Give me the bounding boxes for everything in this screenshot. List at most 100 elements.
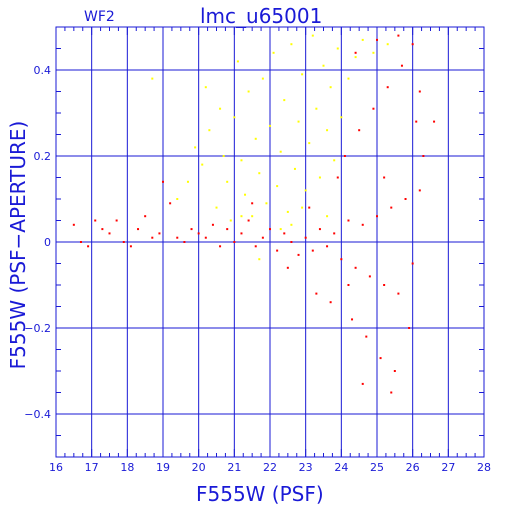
- red-data-point: [72, 223, 75, 226]
- red-data-point: [286, 266, 289, 269]
- yellow-data-point: [261, 77, 264, 80]
- yellow-data-point: [279, 228, 282, 231]
- red-data-point: [318, 228, 321, 231]
- yellow-data-point: [219, 107, 222, 110]
- red-data-point: [190, 228, 193, 231]
- red-data-point: [283, 232, 286, 235]
- yellow-data-point: [233, 116, 236, 119]
- red-data-point: [422, 155, 425, 157]
- yellow-data-point: [322, 64, 325, 67]
- yellow-data-point: [226, 180, 229, 183]
- red-data-point: [129, 245, 132, 248]
- x-tick-label: 20: [192, 461, 206, 474]
- data-points: [72, 34, 436, 394]
- yellow-data-point: [176, 198, 179, 200]
- yellow-data-point: [254, 137, 257, 140]
- red-data-point: [315, 292, 318, 295]
- yellow-data-point: [386, 43, 389, 46]
- red-data-point: [240, 232, 243, 235]
- red-data-point: [94, 219, 97, 222]
- x-tick-label: 19: [156, 461, 170, 474]
- x-tick-label: 24: [334, 461, 348, 474]
- x-tick-label: 21: [227, 461, 241, 474]
- yellow-data-point: [240, 159, 243, 162]
- chart-title: lmc_u65001: [200, 4, 323, 28]
- red-data-point: [297, 253, 300, 256]
- red-data-point: [87, 245, 90, 248]
- red-data-point: [261, 236, 264, 239]
- yellow-data-point: [354, 56, 357, 59]
- yellow-data-point: [286, 210, 289, 213]
- red-data-point: [383, 176, 386, 179]
- red-data-point: [176, 236, 179, 239]
- yellow-data-point: [272, 51, 275, 54]
- red-data-point: [269, 228, 271, 231]
- red-data-point: [251, 202, 254, 205]
- red-data-point: [354, 51, 357, 54]
- x-tick-labels: 16 17 18 19 20 21 22 23 24 25 26 27 28: [49, 461, 491, 474]
- x-axis-label: F555W (PSF): [196, 482, 324, 506]
- red-data-point: [400, 64, 403, 67]
- red-data-point: [358, 129, 361, 132]
- red-data-point: [304, 236, 307, 239]
- yellow-data-point: [304, 189, 307, 192]
- red-data-point: [308, 206, 311, 209]
- plot-frame: [55, 26, 485, 458]
- yellow-data-point: [258, 258, 261, 261]
- x-tick-label: 17: [85, 461, 99, 474]
- red-data-point: [197, 232, 200, 235]
- red-data-point: [383, 284, 386, 286]
- red-data-point: [418, 90, 421, 93]
- red-data-point: [397, 292, 400, 295]
- yellow-data-point: [186, 180, 189, 183]
- red-data-point: [354, 266, 357, 269]
- red-data-point: [336, 176, 339, 179]
- yellow-data-point: [279, 150, 282, 153]
- red-data-point: [101, 228, 104, 231]
- red-data-point: [276, 249, 279, 252]
- x-tick-label: 16: [49, 461, 63, 474]
- red-data-point: [415, 120, 418, 123]
- yellow-data-point: [276, 185, 279, 188]
- y-axis-label: F555W (PSF−APERTURE): [6, 120, 30, 370]
- red-data-point: [404, 198, 407, 200]
- red-data-point: [144, 215, 147, 218]
- red-data-point: [393, 370, 396, 372]
- red-data-point: [433, 120, 436, 123]
- yellow-data-point: [236, 60, 239, 63]
- yellow-data-point: [340, 116, 343, 119]
- yellow-data-point: [208, 129, 211, 132]
- x-tick-label: 27: [441, 461, 455, 474]
- y-tick-label: −0.2: [24, 322, 51, 335]
- red-data-point: [122, 241, 125, 243]
- yellow-data-point: [318, 176, 321, 179]
- red-data-point: [204, 236, 207, 239]
- yellow-data-point: [201, 163, 204, 166]
- yellow-data-point: [244, 193, 247, 196]
- yellow-data-point: [311, 34, 314, 37]
- chart-subtitle: WF2: [84, 9, 115, 25]
- yellow-data-point: [347, 77, 350, 80]
- red-data-point: [169, 202, 172, 205]
- red-data-point: [333, 232, 336, 235]
- x-tick-label: 18: [120, 461, 134, 474]
- red-data-point: [162, 180, 164, 183]
- yellow-data-point: [372, 51, 375, 54]
- red-data-point: [290, 241, 293, 243]
- red-data-point: [347, 219, 350, 222]
- red-data-point: [343, 155, 346, 157]
- red-data-point: [411, 262, 414, 265]
- yellow-data-point: [215, 206, 218, 209]
- yellow-data-point: [290, 223, 293, 226]
- yellow-data-point: [269, 124, 271, 127]
- red-data-point: [226, 228, 229, 231]
- yellow-data-point: [204, 86, 207, 89]
- x-tick-label: 25: [370, 461, 384, 474]
- red-data-point: [397, 34, 400, 37]
- yellow-data-point: [361, 38, 364, 41]
- red-data-point: [108, 232, 111, 235]
- red-data-point: [368, 275, 371, 278]
- yellow-data-point: [283, 99, 286, 102]
- y-tick-label: 0.2: [34, 150, 52, 163]
- y-tick-label: 0.4: [34, 64, 52, 77]
